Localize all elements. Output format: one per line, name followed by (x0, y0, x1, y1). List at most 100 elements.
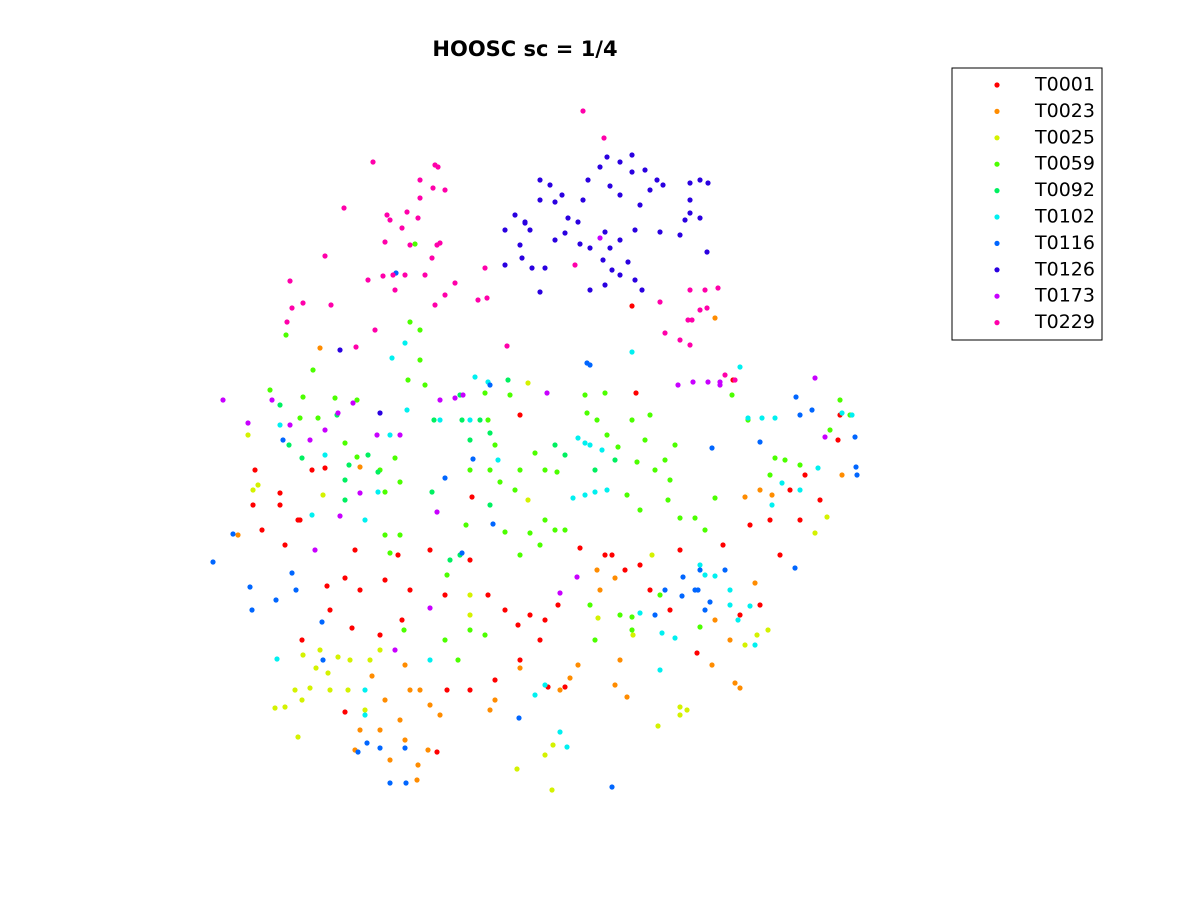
scatter-point (312, 547, 318, 553)
scatter-point (354, 397, 360, 403)
scatter-point (727, 602, 733, 608)
scatter-point (467, 417, 473, 423)
scatter-point (372, 327, 378, 333)
scatter-point (552, 199, 558, 205)
scatter-point (492, 442, 498, 448)
scatter-point (544, 390, 550, 396)
scatter-point (392, 647, 398, 653)
scatter-point (382, 577, 388, 583)
legend-marker (994, 214, 1000, 220)
scatter-point (654, 177, 660, 183)
scatter-point (550, 742, 556, 748)
scatter-point (402, 745, 408, 751)
scatter-point (742, 642, 748, 648)
scatter-point (337, 347, 343, 353)
scatter-point (427, 702, 433, 708)
scatter-point (662, 457, 668, 463)
scatter-point (617, 192, 623, 198)
scatter-point (354, 454, 360, 460)
scatter-point (582, 392, 588, 398)
scatter-point (407, 242, 413, 248)
scatter-point (532, 450, 538, 456)
scatter-point (697, 177, 703, 183)
scatter-point (282, 542, 288, 548)
scatter-point (485, 592, 491, 598)
scatter-point (384, 212, 390, 218)
scatter-point (401, 627, 407, 633)
scatter-point (657, 667, 663, 673)
scatter-point (617, 272, 623, 278)
scatter-point (617, 612, 623, 618)
scatter-point (357, 727, 363, 733)
scatter-point (519, 255, 525, 261)
scatter-point (350, 400, 356, 406)
scatter-point (369, 673, 375, 679)
scatter-point (815, 465, 821, 471)
legend-label: T0001 (1034, 74, 1095, 96)
scatter-point (307, 685, 313, 691)
scatter-point (722, 567, 728, 573)
legend-marker (994, 161, 1000, 167)
scatter-point (687, 342, 693, 348)
scatter-point (289, 570, 295, 576)
scatter-point (797, 487, 803, 493)
scatter-point (475, 297, 481, 303)
scatter-point (250, 502, 256, 508)
scatter-point (617, 657, 623, 663)
scatter-point (677, 712, 683, 718)
scatter-point (357, 464, 363, 470)
scatter-point (712, 315, 718, 321)
scatter-point (812, 375, 818, 381)
scatter-point (405, 377, 411, 383)
scatter-point (380, 273, 386, 279)
scatter-point (737, 612, 743, 618)
scatter-point (577, 545, 583, 551)
scatter-point (839, 472, 845, 478)
scatter-point (335, 654, 341, 660)
scatter-point (564, 744, 570, 750)
scatter-point (404, 407, 410, 413)
scatter-point (709, 662, 715, 668)
scatter-point (517, 657, 523, 663)
scatter-point (852, 434, 858, 440)
scatter-point (274, 656, 280, 662)
scatter-point (837, 397, 843, 403)
scatter-point (429, 489, 435, 495)
scatter-point (827, 427, 833, 433)
scatter-point (562, 684, 568, 690)
scatter-point (355, 749, 361, 755)
scatter-point (559, 192, 565, 198)
scatter-point (417, 327, 423, 333)
scatter-point (370, 159, 376, 165)
scatter-point (250, 487, 256, 493)
scatter-point (269, 397, 275, 403)
scatter-point (704, 305, 710, 311)
scatter-point (402, 662, 408, 668)
scatter-point (412, 241, 418, 247)
scatter-point (702, 527, 708, 533)
scatter-point (647, 187, 653, 193)
scatter-point (341, 205, 347, 211)
scatter-point (594, 417, 600, 423)
scatter-point (442, 637, 448, 643)
scatter-point (752, 642, 758, 648)
scatter-point (609, 267, 615, 273)
scatter-point (597, 235, 603, 241)
scatter-point (387, 780, 393, 786)
scatter-point (249, 607, 255, 613)
scatter-point (552, 237, 558, 243)
scatter-point (434, 509, 440, 515)
scatter-point (322, 452, 328, 458)
scatter-point (555, 602, 561, 608)
scatter-point (767, 472, 773, 478)
scatter-point (557, 687, 563, 693)
scatter-point (259, 527, 265, 533)
scatter-point (707, 599, 713, 605)
scatter-point (567, 675, 573, 681)
scatter-point (637, 507, 643, 513)
scatter-point (747, 522, 753, 528)
scatter-point (505, 377, 511, 383)
scatter-point (273, 597, 279, 603)
scatter-point (679, 593, 685, 599)
scatter-point (694, 650, 700, 656)
